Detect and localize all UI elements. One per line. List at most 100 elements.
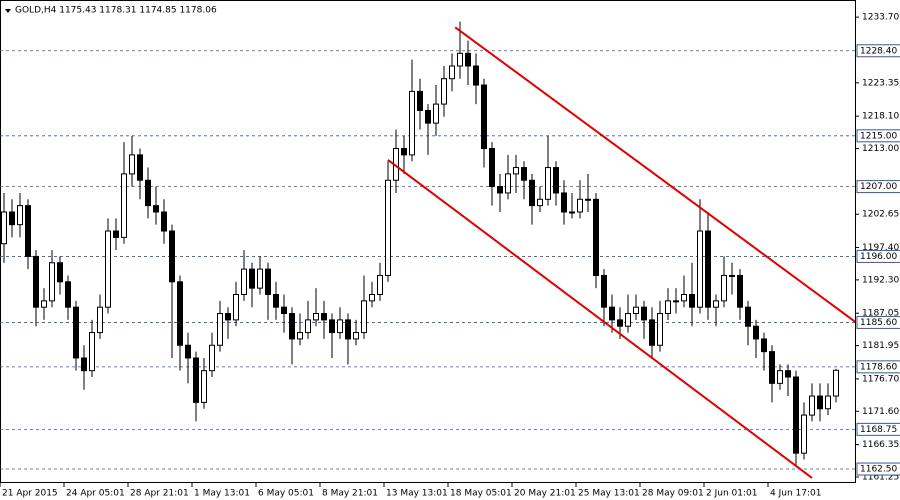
candle-body: [777, 370, 783, 384]
candle-body: [297, 332, 303, 340]
x-tick-label: 21 Apr 2015: [2, 489, 58, 499]
level-label-box: [856, 180, 900, 194]
candle-body: [433, 103, 439, 124]
level-label: 1228.40: [860, 46, 897, 56]
candle-body: [233, 293, 239, 321]
y-tick-label: 1187.05: [862, 309, 899, 319]
candle-body: [377, 274, 383, 295]
candle-body: [473, 65, 479, 86]
candle-body: [721, 274, 727, 302]
y-tick-label: 1161.25: [862, 472, 899, 482]
candle-body: [289, 313, 295, 340]
candle-body: [169, 230, 175, 283]
candle-body: [257, 268, 263, 289]
candle-body: [249, 268, 255, 289]
candle-body: [193, 357, 199, 403]
y-tick-label: 1213.00: [862, 144, 899, 154]
candle-body: [609, 306, 615, 321]
y-tick-label: 1192.30: [862, 275, 899, 285]
x-tick-label: 28 May 09:01: [642, 489, 704, 499]
candle-body: [105, 230, 111, 308]
candle-body: [241, 268, 247, 295]
candle-body: [185, 344, 191, 359]
candle-body: [57, 262, 63, 283]
candle-body: [681, 293, 687, 302]
candle-body: [745, 306, 751, 327]
candle-body: [337, 319, 343, 334]
candle-body: [689, 293, 695, 308]
y-tick-label: 1176.70: [862, 374, 899, 384]
x-tick-label: 1 May 13:01: [194, 489, 250, 499]
candle-body: [273, 293, 279, 308]
candle-body: [617, 319, 623, 327]
candle-body: [785, 370, 791, 378]
candle-body: [1, 211, 7, 245]
level-label: 1162.50: [860, 465, 897, 475]
candle-body: [833, 369, 839, 397]
candle-body: [489, 148, 495, 188]
candle-body: [497, 186, 503, 194]
candle-body: [81, 357, 87, 372]
candle-body: [817, 395, 823, 410]
candle-body: [385, 179, 391, 276]
candle-body: [361, 300, 367, 334]
candle-body: [329, 319, 335, 334]
candle-body: [153, 205, 159, 213]
candle-body: [657, 313, 663, 346]
candle-body: [753, 325, 759, 340]
chart-title: GOLD,H4 1175.43 1178.31 1174.85 1178.06: [15, 6, 217, 16]
candle-body: [121, 173, 127, 238]
candle-body: [513, 167, 519, 175]
candle-body: [697, 230, 703, 308]
candle-body: [625, 313, 631, 327]
x-tick-label: 18 May 05:01: [450, 489, 512, 499]
y-tick-label: 1166.35: [862, 440, 899, 450]
x-tick-label: 13 May 13:01: [386, 489, 448, 499]
candle-body: [793, 376, 799, 454]
candle-body: [73, 306, 79, 359]
level-label: 1196.00: [860, 252, 897, 262]
candle-body: [89, 332, 95, 372]
candle-body: [521, 167, 527, 181]
y-tick-label: 1218.10: [862, 112, 899, 122]
y-tick-label: 1233.70: [862, 13, 899, 23]
candle-body: [665, 300, 671, 315]
y-tick-label: 1171.60: [862, 407, 899, 417]
plot-frame: [0, 0, 856, 483]
candle-body: [217, 313, 223, 346]
candle-body: [673, 300, 679, 303]
trend-line: [454, 26, 856, 323]
level-label: 1168.75: [860, 425, 897, 435]
candle-body: [137, 154, 143, 181]
candle-body: [9, 211, 15, 226]
level-label: 1215.00: [860, 131, 897, 141]
candle-body: [281, 306, 287, 315]
candle-body: [177, 281, 183, 346]
candle-body: [769, 351, 775, 384]
candle-body: [49, 262, 55, 302]
candle-body: [537, 198, 543, 207]
candle-body: [633, 306, 639, 315]
candle-body: [33, 255, 39, 308]
candle-body: [801, 414, 807, 454]
candle-body: [761, 338, 767, 353]
level-label: 1185.60: [860, 318, 897, 328]
candle-body: [409, 90, 415, 156]
candle-body: [561, 192, 567, 213]
candle-body: [313, 313, 319, 321]
candle-body: [425, 109, 431, 124]
y-tick-label: 1223.35: [862, 78, 899, 88]
candle-body: [401, 148, 407, 156]
candle-body: [713, 300, 719, 308]
y-tick-label: 1202.65: [862, 210, 899, 220]
candle-body: [305, 319, 311, 334]
candle-body: [161, 211, 167, 232]
candle-body: [577, 198, 583, 213]
candle-body: [65, 281, 71, 308]
candle-body: [97, 306, 103, 334]
candle-body: [17, 205, 23, 226]
level-label-box: [856, 129, 900, 143]
level-label: 1207.00: [860, 182, 897, 192]
level-label-box: [856, 315, 900, 329]
